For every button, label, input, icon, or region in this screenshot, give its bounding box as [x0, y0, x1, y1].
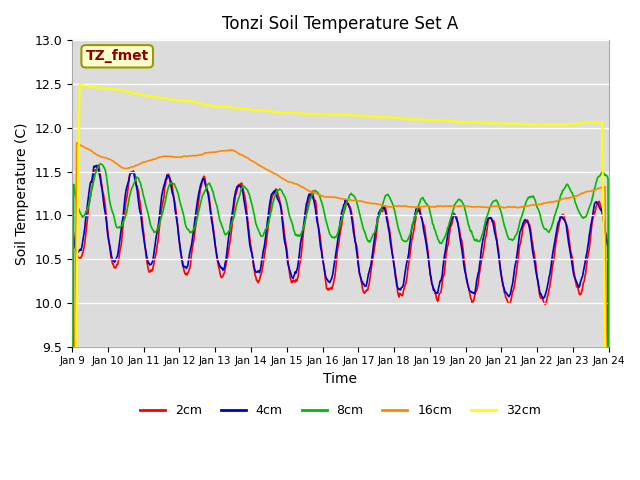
Y-axis label: Soil Temperature (C): Soil Temperature (C): [15, 122, 29, 264]
X-axis label: Time: Time: [323, 372, 358, 386]
Text: TZ_fmet: TZ_fmet: [86, 49, 149, 63]
Title: Tonzi Soil Temperature Set A: Tonzi Soil Temperature Set A: [222, 15, 459, 33]
Legend: 2cm, 4cm, 8cm, 16cm, 32cm: 2cm, 4cm, 8cm, 16cm, 32cm: [135, 399, 546, 422]
